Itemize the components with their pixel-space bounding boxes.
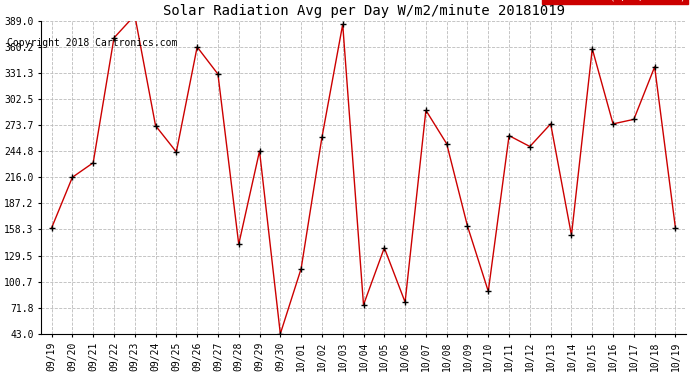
Title: Solar Radiation Avg per Day W/m2/minute 20181019: Solar Radiation Avg per Day W/m2/minute … <box>163 4 564 18</box>
Text: Radiation  (W/m2/Minute): Radiation (W/m2/Minute) <box>545 0 686 2</box>
Text: Copyright 2018 Cartronics.com: Copyright 2018 Cartronics.com <box>7 38 177 48</box>
